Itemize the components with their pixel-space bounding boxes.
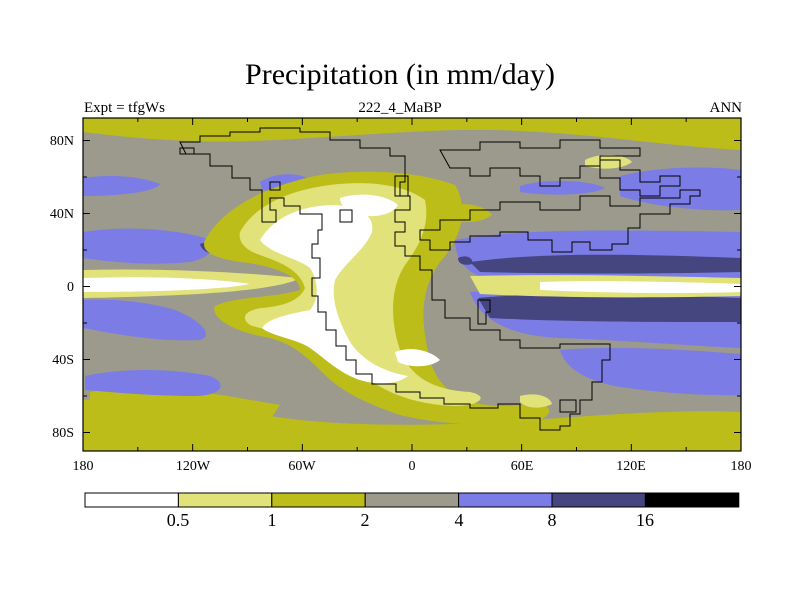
precipitation-field <box>83 118 741 451</box>
lon-tick-label: 180 <box>731 459 752 474</box>
lat-tick-label: 40N <box>50 207 74 222</box>
lon-tick-label: 120W <box>176 459 211 474</box>
colorbar-box <box>177 492 273 508</box>
colorbar-label: 8 <box>548 510 557 530</box>
lon-tick-label: 0 <box>409 459 416 474</box>
axis-ticks <box>82 118 742 451</box>
colorbar-box <box>644 492 740 508</box>
lat-tick-label: 80N <box>50 134 74 149</box>
lat-tick-label: 0 <box>67 280 74 295</box>
lat-tick-label: 80S <box>52 426 74 441</box>
season-label: ANN <box>709 100 743 116</box>
colorbar-label: 4 <box>455 510 464 530</box>
period-label: 222_4_MaBP <box>358 100 442 116</box>
lon-tick-label: 60W <box>288 459 316 474</box>
colorbar-box <box>458 492 553 508</box>
lat-tick-label: 40S <box>52 353 74 368</box>
plot-title: Precipitation (in mm/day) <box>245 58 555 91</box>
lon-tick-label: 60E <box>511 459 534 474</box>
colorbar-label: 16 <box>636 510 654 530</box>
colorbar-label: 0.5 <box>167 510 190 530</box>
lon-tick-label: 180 <box>73 459 94 474</box>
lon-tick-label: 120E <box>616 459 646 474</box>
colorbar-box <box>551 492 646 508</box>
colorbar-box <box>364 492 460 508</box>
coastlines <box>179 127 701 431</box>
colorbar-box <box>84 492 179 508</box>
colorbar-box <box>271 492 366 508</box>
experiment-label: Expt = tfgWs <box>84 100 165 116</box>
colorbar-label: 1 <box>268 510 277 530</box>
colorbar <box>84 492 740 508</box>
colorbar-label: 2 <box>361 510 370 530</box>
